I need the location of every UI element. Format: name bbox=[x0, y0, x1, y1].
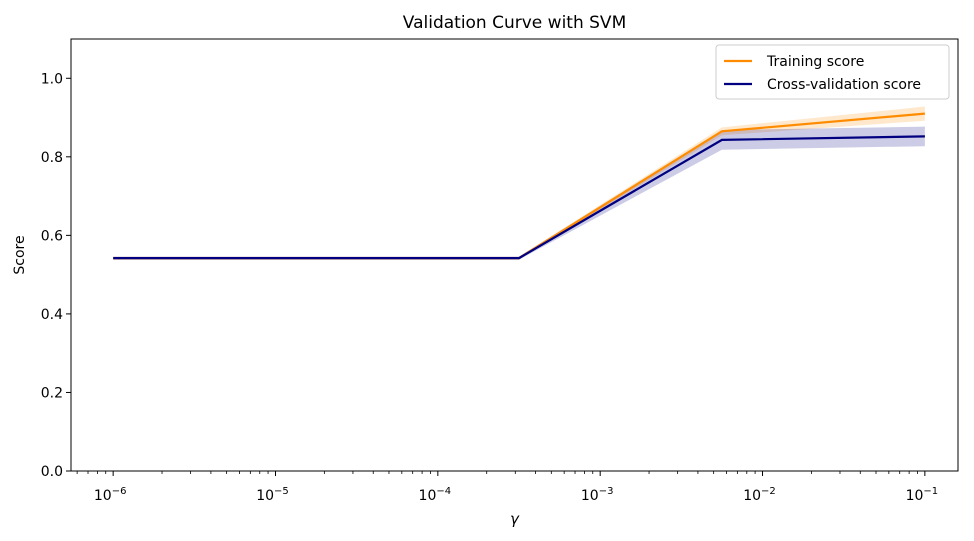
plot-frame bbox=[70, 38, 959, 472]
y-axis-label: Score bbox=[12, 235, 28, 274]
x-axis-label: γ bbox=[510, 510, 520, 528]
x-tick-label: 10−6 bbox=[94, 486, 127, 504]
confidence-bands bbox=[113, 106, 925, 260]
x-tick-label: 10−4 bbox=[419, 486, 452, 504]
series-lines bbox=[113, 112, 925, 260]
y-tick-label: 0.8 bbox=[41, 150, 63, 166]
y-tick-label: 0.6 bbox=[41, 228, 63, 244]
legend-box bbox=[715, 44, 950, 100]
legend: Training score Cross-validation score bbox=[715, 44, 950, 100]
y-tick-label: 1.0 bbox=[41, 71, 63, 87]
x-tick-label: 10−2 bbox=[743, 486, 776, 504]
legend-label-0: Training score bbox=[766, 54, 864, 70]
y-axis-ticks: 0.0 0.2 0.4 0.6 0.8 1.0 bbox=[41, 71, 71, 480]
series-1-line bbox=[113, 135, 925, 260]
x-tick-label: 10−1 bbox=[906, 486, 939, 504]
x-tick-label: 10−3 bbox=[581, 486, 614, 504]
y-tick-label: 0.0 bbox=[41, 464, 63, 480]
y-tick-label: 0.4 bbox=[41, 307, 63, 323]
x-axis-ticks: 10−6 10−5 10−4 10−3 10−2 10−1 bbox=[76, 471, 939, 504]
series-0-band bbox=[113, 106, 925, 260]
legend-label-1: Cross-validation score bbox=[767, 77, 921, 93]
chart-title: Validation Curve with SVM bbox=[403, 13, 626, 33]
x-tick-label: 10−5 bbox=[256, 486, 289, 504]
series-1-band bbox=[113, 126, 925, 260]
y-tick-label: 0.2 bbox=[41, 385, 63, 401]
